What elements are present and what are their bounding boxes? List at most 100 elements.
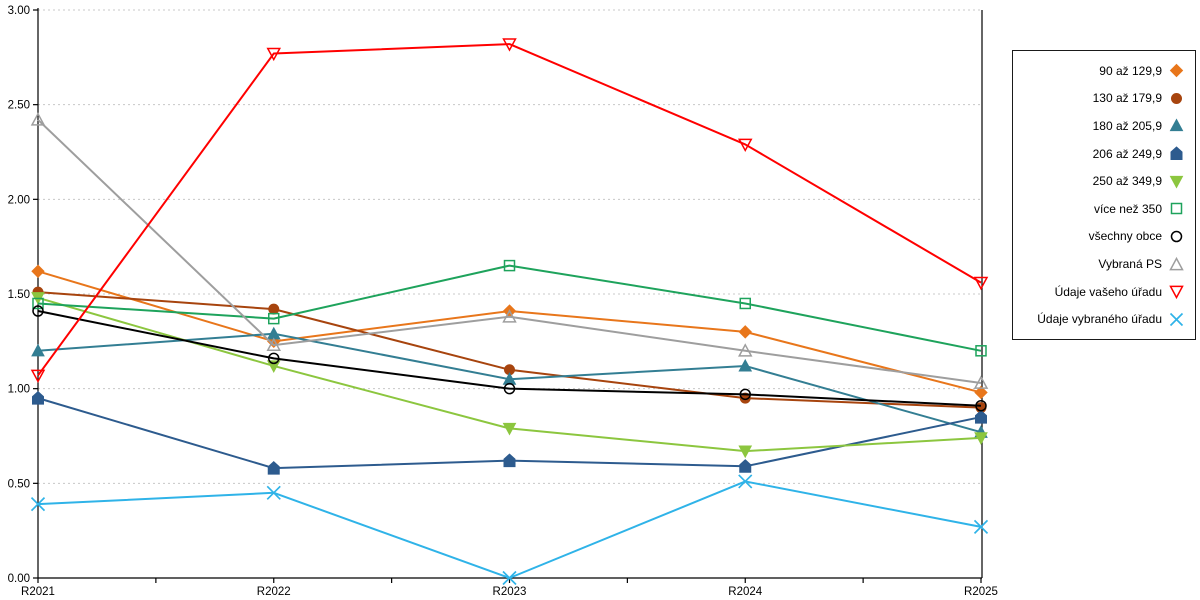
series-marker-triangle-down: [266, 47, 282, 62]
x-tick-label: R2025: [964, 586, 998, 598]
series-vice-nez-350: [32, 259, 987, 357]
series-line: [37, 480, 982, 579]
series-marker-square: [1170, 203, 1183, 215]
series-marker-diamond: [31, 264, 45, 278]
legend-label: Vybraná PS: [1098, 257, 1162, 271]
x-tick-label: R2023: [493, 586, 527, 598]
series-line: [37, 264, 982, 352]
y-tick-label: 1.50: [8, 289, 30, 301]
series-marker-triangle-down: [30, 369, 46, 383]
series-206-az-249-9: [32, 390, 987, 475]
legend-marker-pentagon-icon: [1170, 146, 1183, 160]
series-marker-diamond: [738, 325, 752, 339]
legend-label: všechny obce: [1088, 229, 1162, 244]
series-udaje-vybraneho-uradu: [30, 474, 989, 586]
series-marker-pentagon: [739, 459, 752, 473]
series-marker-circle: [975, 399, 987, 412]
series-marker-triangle-down: [737, 138, 753, 153]
series-marker-square: [739, 297, 751, 310]
series-marker-circle: [739, 392, 751, 404]
series-marker-circle: [739, 388, 751, 401]
series-marker-triangle-down: [266, 360, 281, 373]
legend-marker-triangle-up-icon: [1169, 256, 1184, 270]
gridlines: [38, 9, 981, 484]
legend-label: více než 350: [1093, 201, 1162, 216]
legend-marker-triangle-down-icon: [1169, 285, 1184, 300]
series-marker-triangle-down: [738, 445, 753, 459]
series-marker-x: [502, 570, 517, 586]
series-marker-triangle-up: [30, 112, 46, 126]
y-tick-label: 2.50: [8, 100, 30, 112]
series-marker-triangle-up: [31, 343, 45, 357]
series-marker-diamond: [1169, 63, 1184, 78]
series-marker-circle: [32, 305, 44, 317]
series-marker-pentagon: [1170, 146, 1183, 160]
series-marker-pentagon: [32, 390, 44, 405]
series-marker-triangle-down: [1169, 175, 1184, 189]
series-vsechny-obce: [32, 305, 987, 412]
legend-marker-x-icon: [1169, 312, 1184, 326]
legend-marker-triangle-up-icon: [1169, 118, 1184, 132]
legend-item-250-az-349-9: 250 až 349,9: [1013, 169, 1195, 193]
series-marker-pentagon: [503, 453, 516, 468]
series-marker-triangle-down: [1169, 285, 1184, 300]
legend-label: 180 až 205,9: [1092, 118, 1162, 133]
series-marker-triangle-up: [1169, 256, 1184, 270]
y-tick-label: 2.00: [8, 194, 30, 206]
legend-label: 250 až 349,9: [1092, 174, 1162, 189]
series-marker-triangle-down: [973, 276, 989, 291]
series-marker-triangle-up: [1169, 118, 1184, 132]
series-marker-circle: [268, 303, 280, 315]
series-marker-triangle-down: [974, 432, 988, 445]
series-marker-square: [975, 345, 987, 357]
legend-marker-triangle-down-icon: [1169, 175, 1184, 189]
y-tick-label: 0.50: [8, 478, 30, 490]
series-marker-triangle-up: [502, 309, 517, 323]
series-marker-x: [973, 519, 989, 534]
legend-item-180-az-205-9: 180 až 205,9: [1013, 114, 1195, 138]
legend-item-90-az-129-9: 90 až 129,9: [1013, 59, 1195, 83]
x-tick-label: R2024: [728, 586, 762, 598]
legend-label: 130 až 179,9: [1092, 91, 1162, 106]
series-marker-square: [268, 312, 280, 325]
y-tick-label: 0.00: [8, 573, 30, 585]
series-udaje-vaseho-uradu: [30, 38, 989, 383]
series-marker-triangle-up: [737, 343, 753, 357]
series-marker-circle: [1170, 230, 1183, 243]
series-line: [37, 119, 982, 384]
series-line: [37, 310, 982, 407]
series-marker-triangle-up: [738, 358, 753, 372]
series-marker-x: [738, 474, 753, 489]
y-tick-label: 3.00: [8, 5, 30, 17]
series-marker-triangle-up: [266, 337, 282, 351]
legend-label: 90 až 129,9: [1099, 63, 1162, 78]
series-marker-square: [32, 297, 44, 310]
series-marker-circle: [503, 382, 516, 395]
series-marker-x: [30, 497, 46, 512]
series-marker-triangle-down: [502, 422, 517, 436]
legend-label: Údaje vašeho úřadu: [1054, 284, 1162, 299]
y-tick-label: 1.00: [8, 384, 30, 396]
legend-item-130-az-179-9: 130 až 179,9: [1013, 86, 1195, 110]
legend-marker-circle-icon: [1171, 92, 1182, 104]
x-tick-label: R2021: [21, 586, 55, 598]
series-marker-pentagon: [975, 409, 987, 424]
legend-item-vice-nez-350: více než 350: [1013, 197, 1195, 221]
series-180-az-205-9: [31, 326, 988, 438]
series-marker-triangle-down: [502, 38, 517, 52]
x-tick-label: R2022: [257, 586, 291, 598]
legend-label: 206 až 249,9: [1092, 146, 1162, 161]
legend-item-206-az-249-9: 206 až 249,9: [1013, 142, 1195, 166]
chart-legend: 90 až 129,9 130 až 179,9 180 až 205,9 206 a…: [1012, 50, 1196, 340]
legend-item-udaje-vaseho-uradu: Údaje vašeho úřadu: [1013, 280, 1195, 304]
legend-label: Údaje vybraného úřadu: [1037, 312, 1162, 327]
series-marker-x: [1169, 312, 1184, 326]
series-marker-circle: [1171, 92, 1182, 104]
series-vybrana-ps: [30, 112, 989, 389]
legend-item-vsechny-obce: všechny obce: [1013, 224, 1195, 248]
series-line: [37, 43, 982, 377]
legend-marker-circle-icon: [1170, 230, 1183, 243]
legend-marker-square-icon: [1170, 203, 1183, 215]
